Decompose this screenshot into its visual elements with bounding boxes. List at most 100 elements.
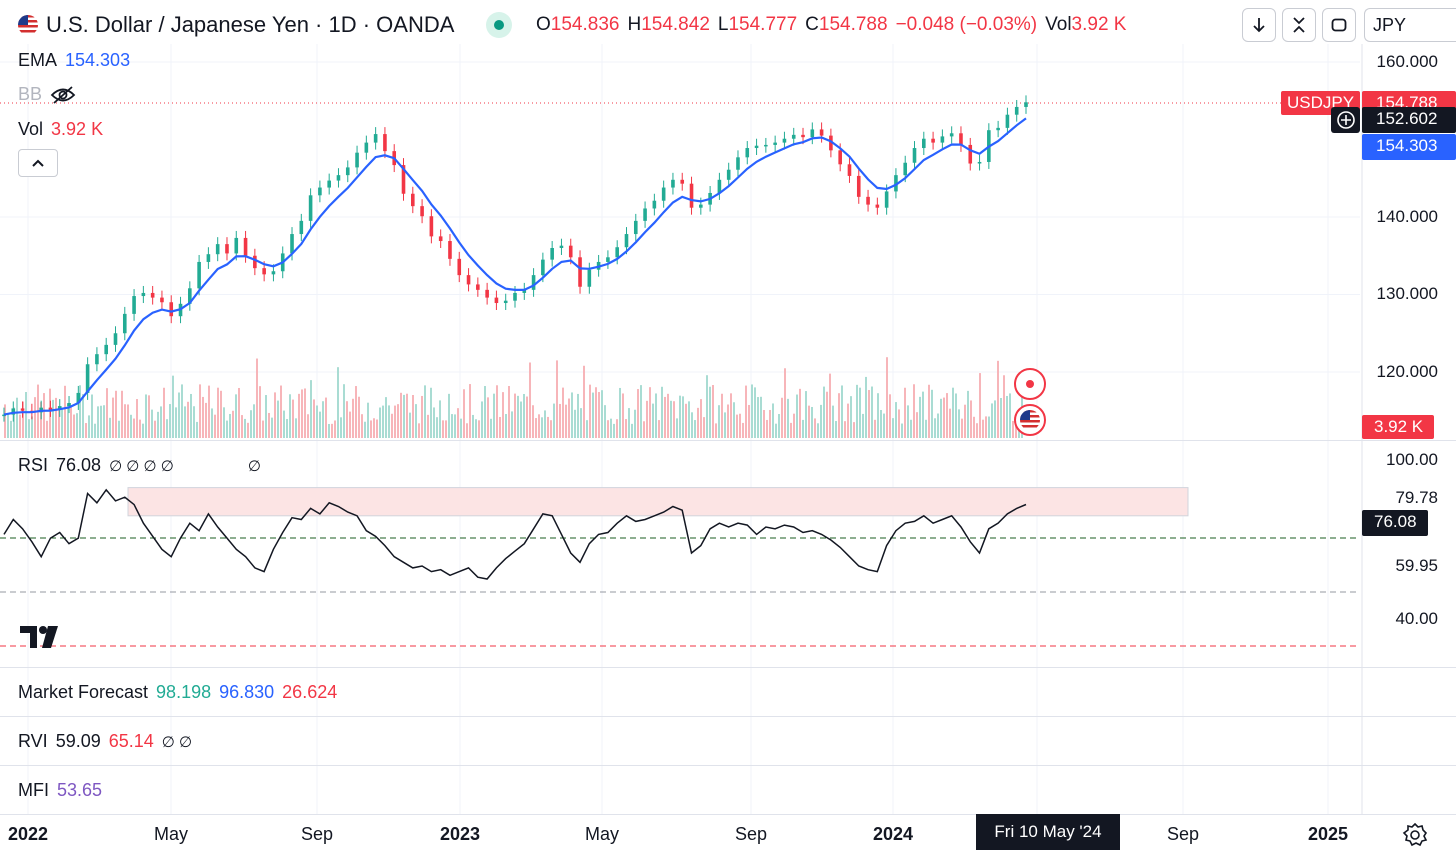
- volume-bar: [802, 419, 804, 438]
- candle: [141, 292, 146, 297]
- volume-bar: [613, 423, 615, 438]
- candle: [57, 406, 62, 410]
- add-alert-button[interactable]: [1331, 107, 1360, 133]
- economic-event-icon[interactable]: [1014, 404, 1046, 436]
- candle: [243, 237, 248, 256]
- volume-bar: [313, 399, 315, 438]
- volume-bar: [652, 403, 654, 438]
- volume-bar: [430, 387, 432, 438]
- volume-bar: [400, 392, 402, 438]
- volume-bar: [598, 392, 600, 438]
- volume-bar: [349, 411, 351, 438]
- volume-bar: [568, 398, 570, 438]
- volume-bar: [730, 393, 732, 438]
- candle: [633, 220, 638, 235]
- rsi-legend[interactable]: RSI 76.08 ∅ ∅ ∅ ∅ ∅: [18, 455, 261, 475]
- volume-bar: [169, 404, 171, 438]
- volume-bar: [112, 397, 114, 438]
- pane-divider[interactable]: [0, 440, 1456, 441]
- volume-bar: [835, 421, 837, 438]
- gear-icon[interactable]: [1402, 822, 1428, 848]
- volume-bar: [619, 387, 621, 438]
- candle: [829, 135, 833, 151]
- symbol-title[interactable]: U.S. Dollar / Japanese Yen · 1D · OANDA: [18, 12, 454, 38]
- rvi-legend[interactable]: RVI 59.09 65.14 ∅ ∅: [18, 731, 193, 751]
- volume-bar: [1000, 398, 1002, 438]
- volume-bar: [586, 420, 588, 438]
- high-value: H154.842: [627, 14, 710, 35]
- pane-divider[interactable]: [0, 667, 1456, 668]
- volume-bar: [76, 413, 78, 438]
- volume-bar: [121, 390, 123, 438]
- volume-bar: [865, 376, 867, 438]
- volume-bar: [61, 407, 63, 438]
- volume-bar: [199, 384, 201, 438]
- volume-bar: [10, 420, 12, 438]
- bb-legend[interactable]: BB: [18, 84, 76, 105]
- volume-bar: [772, 403, 774, 438]
- chevron-up-icon: [31, 155, 45, 171]
- volume-bar: [412, 395, 414, 438]
- volume-bar: [580, 408, 582, 438]
- candle: [169, 302, 174, 317]
- rsi-tick-40: 40.00: [1395, 609, 1438, 628]
- candle: [791, 134, 796, 139]
- volume-indicator-legend[interactable]: Vol 3.92 K: [18, 119, 104, 139]
- volume-bar: [262, 420, 264, 438]
- ohlc-legend: O154.836 H154.842 L154.777 C154.788 −0.0…: [536, 14, 1126, 36]
- volume-bar: [196, 421, 198, 438]
- volume-bar: [484, 386, 486, 438]
- fullscreen-icon[interactable]: [1322, 8, 1356, 42]
- volume-bar: [970, 400, 972, 438]
- candle: [996, 127, 1000, 131]
- volume-bar: [667, 393, 669, 438]
- open-value: O154.836: [536, 14, 620, 35]
- volume-bar: [712, 385, 714, 438]
- dividend-event-icon[interactable]: [1014, 368, 1046, 400]
- volume-bar: [529, 362, 531, 438]
- market-status-icon[interactable]: [486, 12, 512, 38]
- ema-legend[interactable]: EMA 154.303: [18, 50, 131, 70]
- volume-bar: [748, 404, 750, 438]
- volume-bar: [562, 387, 564, 438]
- market-forecast-legend[interactable]: Market Forecast 98.198 96.830 26.624: [18, 682, 338, 702]
- candle: [559, 245, 564, 248]
- collapse-legend-button[interactable]: [18, 149, 58, 177]
- volume-bar: [721, 393, 723, 438]
- volume-bar: [934, 418, 936, 438]
- pane-divider[interactable]: [0, 765, 1456, 766]
- candle: [875, 204, 880, 208]
- volume-bar: [286, 419, 288, 438]
- eye-hidden-icon[interactable]: [50, 85, 76, 105]
- volume-bar: [442, 420, 444, 438]
- mfi-legend[interactable]: MFI 53.65: [18, 780, 103, 800]
- candle: [485, 289, 489, 298]
- volume-bar: [853, 422, 855, 438]
- candle: [429, 216, 434, 237]
- volume-bar: [208, 385, 210, 438]
- collapse-icon[interactable]: [1282, 8, 1316, 42]
- volume-bar: [571, 392, 573, 438]
- candle: [271, 271, 276, 275]
- time-label: 2024: [872, 824, 914, 844]
- currency-select[interactable]: JPY: [1364, 8, 1456, 42]
- time-label: 2023: [439, 824, 481, 844]
- volume-bar: [340, 417, 342, 438]
- rsi-tick-7978: 79.78: [1395, 488, 1438, 507]
- volume-bar: [316, 405, 318, 438]
- volume-bar: [265, 395, 267, 438]
- close-value: C154.788: [805, 14, 888, 35]
- volume-bar: [91, 394, 93, 438]
- volume-bar: [244, 418, 246, 438]
- volume-bar: [793, 413, 795, 438]
- volume-bar: [628, 408, 630, 438]
- pane-divider[interactable]: [0, 716, 1456, 717]
- volume-bar: [931, 389, 933, 438]
- volume-bar: [235, 394, 237, 438]
- time-label: Sep: [1166, 824, 1200, 844]
- candle: [401, 165, 406, 194]
- arrow-down-icon[interactable]: [1242, 8, 1276, 42]
- volume-bar: [565, 404, 567, 438]
- volume-bar: [118, 420, 120, 438]
